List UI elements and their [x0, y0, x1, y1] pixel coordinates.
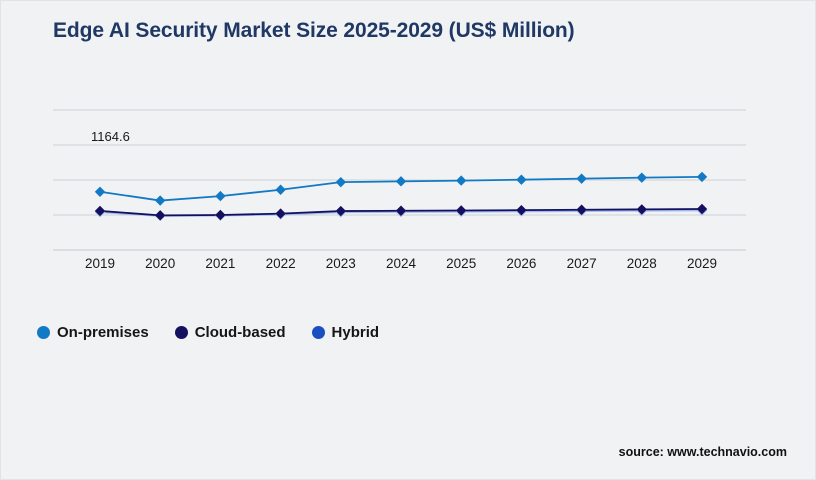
data-point-marker — [335, 176, 346, 188]
legend-item-cloud-based[interactable]: Cloud-based — [174, 324, 286, 341]
x-tick-label-2024: 2024 — [385, 256, 417, 271]
data-point-marker — [636, 204, 647, 215]
x-tick-label-2026: 2026 — [506, 256, 537, 271]
plot-area: 2019 2020 2021 2022 2023 2024 2025 2026 2027 2028… — [1, 1, 816, 301]
data-point-marker — [576, 173, 587, 184]
data-point-marker — [516, 174, 527, 185]
x-tick-label-2025: 2025 — [446, 256, 477, 271]
series-markers — [94, 171, 708, 222]
x-tick-label-2029: 2029 — [686, 256, 718, 271]
data-point-marker — [155, 195, 166, 206]
data-point-marker — [395, 176, 407, 187]
data-point-marker — [94, 205, 106, 217]
legend-dot-icon — [37, 326, 50, 339]
chart-legend: On-premises Cloud-based Hybrid — [37, 324, 379, 341]
x-tick-label-2023: 2023 — [325, 256, 356, 271]
page-title: Edge AI Security Market Size 2025-2029 (… — [53, 19, 575, 42]
data-point-marker — [275, 184, 286, 195]
legend-item-label: Cloud-based — [194, 324, 286, 341]
source-note: source: www.technavio.com — [618, 445, 787, 459]
data-point-marker — [456, 205, 467, 216]
data-point-marker — [576, 204, 587, 215]
legend-item-on-premises[interactable]: On-premises — [37, 324, 149, 341]
data-point-marker — [516, 204, 527, 216]
x-tick-label-2028: 2028 — [626, 256, 657, 271]
x-tick-label-2022: 2022 — [265, 256, 296, 271]
data-point-marker — [94, 186, 106, 197]
legend-item-hybrid[interactable]: Hybrid — [311, 324, 380, 341]
data-point-marker — [155, 210, 166, 221]
x-tick-label-2027: 2027 — [566, 256, 597, 271]
data-point-marker — [275, 208, 286, 219]
legend-item-label: Hybrid — [331, 324, 380, 341]
chart-canvas — [53, 109, 746, 251]
data-point-marker — [696, 203, 708, 215]
legend-dot-icon — [174, 326, 188, 339]
data-point-marker — [215, 209, 226, 221]
data-point-marker — [215, 190, 226, 202]
data-point-marker — [696, 171, 708, 183]
legend-dot-icon — [311, 326, 325, 339]
data-point-marker — [456, 175, 467, 186]
x-tick-label-2019: 2019 — [84, 256, 116, 271]
x-tick-label-2021: 2021 — [205, 256, 236, 271]
data-point-marker — [395, 205, 407, 216]
data-label-onpremises-2019: 1164.6 — [91, 129, 130, 144]
legend-item-label: On-premises — [57, 324, 149, 341]
data-point-marker — [335, 205, 346, 217]
x-tick-label-2020: 2020 — [145, 256, 176, 271]
data-point-marker — [636, 172, 647, 183]
